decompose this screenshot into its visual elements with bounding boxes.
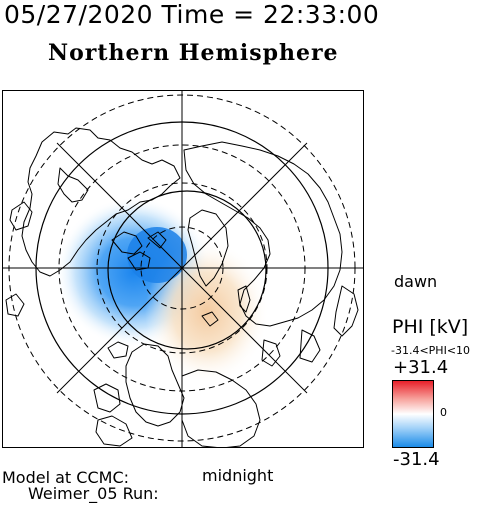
coastline-europe-west xyxy=(95,415,133,447)
coastline-far-east xyxy=(333,285,359,337)
meridian-diag-2 xyxy=(56,142,308,394)
timestamp-header: 05/27/2020 Time = 22:33:00 xyxy=(4,0,380,29)
coastline-asia-inland-1 xyxy=(299,329,321,363)
dawn-label: dawn xyxy=(394,272,438,291)
coastline-svalbard xyxy=(201,311,219,327)
coastline-eurasia xyxy=(183,141,343,327)
coastline-arctic-island-1 xyxy=(111,231,143,255)
negative-potential-core xyxy=(127,227,187,283)
coastline-arctic-island-3 xyxy=(147,231,167,249)
coastline-arctic-island-2 xyxy=(127,251,151,271)
colorbar-max-label: +31.4 xyxy=(393,357,449,378)
coastlines xyxy=(5,127,359,448)
model-label: Model at CCMC: xyxy=(2,468,129,487)
colorbar-variable-label: PHI [kV] xyxy=(392,316,469,338)
coastline-asia-inland-2 xyxy=(261,339,281,367)
colorbar xyxy=(392,380,434,448)
colorbar-min-label: -31.4 xyxy=(393,449,440,470)
polar-map-plot xyxy=(2,90,366,454)
coastline-scandinavia xyxy=(125,343,185,427)
midnight-label: midnight xyxy=(202,466,274,485)
coastline-north-america xyxy=(21,127,181,277)
coastline-greenland xyxy=(187,209,229,287)
coastline-russia-west xyxy=(181,369,261,448)
polar-map-svg xyxy=(2,90,364,448)
coastline-alaska-west xyxy=(9,201,33,231)
run-label: Weimer_05 Run: xyxy=(28,484,159,503)
coastline-hudson-area xyxy=(57,167,89,203)
coastline-british-isles xyxy=(93,383,121,413)
coastline-pacific-islands xyxy=(5,293,25,317)
hemisphere-title: Northern Hemisphere xyxy=(48,40,339,66)
coastline-iceland xyxy=(107,341,129,359)
auroral-circle xyxy=(107,190,267,350)
colorbar-range-label: -31.4<PHI<10 xyxy=(391,344,471,357)
colorbar-zero-label: 0 xyxy=(440,406,447,419)
coastline-novaya-zemlya xyxy=(237,285,251,313)
